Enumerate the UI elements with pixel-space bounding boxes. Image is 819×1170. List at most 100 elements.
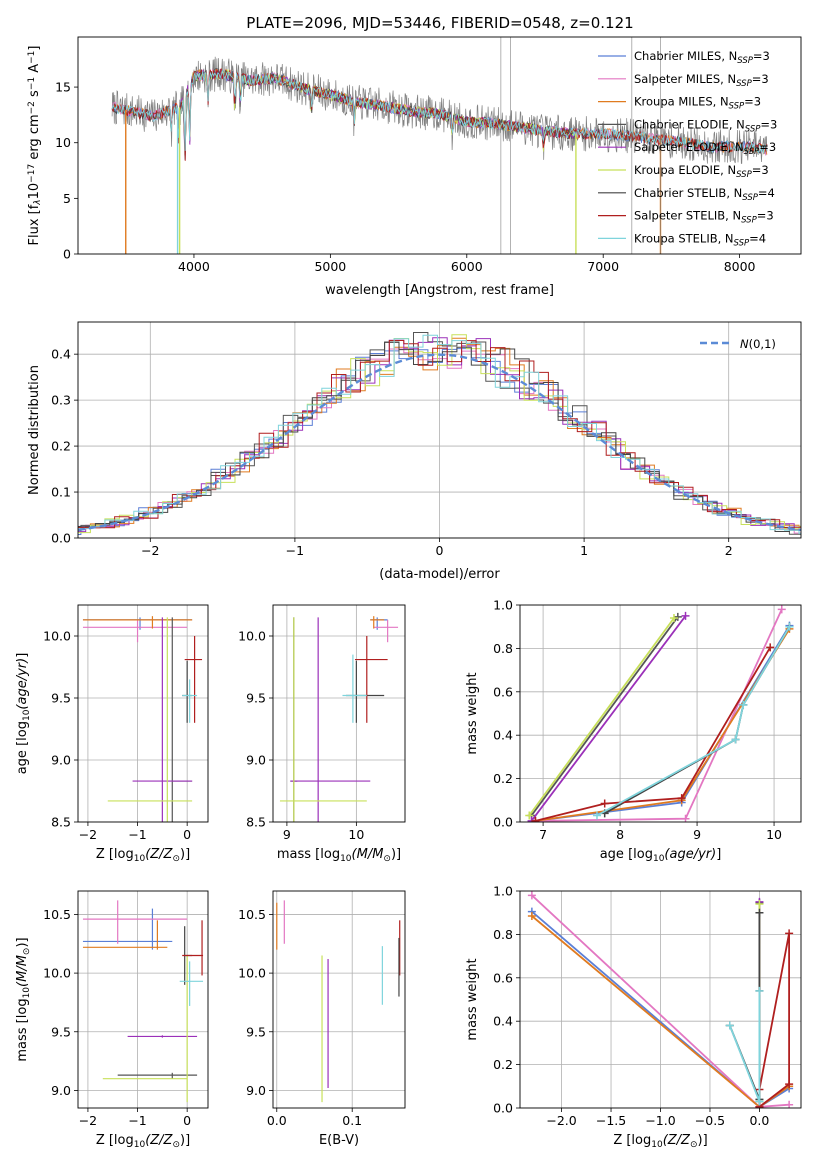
plot-area [78, 605, 208, 822]
y-tick-label: 0.6 [493, 970, 513, 985]
legend-label: Chabrier ELODIE, NSSP=3 [634, 117, 777, 134]
legend-label: N(0,1) [740, 337, 776, 351]
plot-marks [273, 891, 405, 1108]
x-tick-label: −1.0 [645, 1113, 675, 1128]
mass-weight-marker [673, 612, 682, 621]
x-axis-label: mass [log10(M/M⊙)] [277, 847, 401, 864]
plot-marks [273, 605, 405, 822]
model-spectrum-line [111, 70, 768, 154]
legend-label: Kroupa STELIB, NSSP=4 [634, 231, 766, 248]
y-tick-label: 0.4 [51, 347, 71, 362]
panel-mass-weight-vs-Z: −2.0 −1.5 −1.0 −0.5 0.0 0.0 0.2 0.4 0.6 0.8 1.0 mas… [465, 884, 802, 1150]
axes-frame [519, 890, 802, 1109]
axes-frame [519, 604, 802, 823]
y-tick-label: 0.1 [51, 485, 71, 500]
x-tick-label: 8 [616, 827, 624, 842]
panel-mass-vs-ebv: 0.0 0.1 9.0 9.5 10.0 10.5 E(B-V) [238, 890, 406, 1148]
y-tick-label: 9.0 [51, 753, 71, 768]
y-tick-label: 0.2 [51, 439, 71, 454]
y-tick-label: 10.0 [238, 629, 266, 644]
mass-weight-marker [731, 735, 740, 744]
y-tick-label: 0.8 [493, 927, 513, 942]
x-tick-label: −1 [128, 827, 146, 842]
x-axis-label: wavelength [Angstrom, rest frame] [325, 283, 554, 298]
y-axis-label: mass weight [465, 672, 480, 754]
x-tick-label: −1.5 [596, 1113, 626, 1128]
x-tick-label: 7000 [587, 259, 619, 274]
y-tick-label: 0.8 [493, 641, 513, 656]
mass-weight-line [530, 616, 679, 817]
x-tick-label: 0 [183, 1113, 191, 1128]
mass-weight-marker [755, 986, 764, 995]
mass-weight-marker [755, 908, 764, 917]
plot-marks [520, 605, 801, 822]
mass-weight-line [535, 646, 771, 822]
x-tick-label: −1 [128, 1113, 146, 1128]
panel-mass-weight-vs-age: 7 8 9 10 0.0 0.2 0.4 0.6 0.8 1.0 mass weight age [l… [465, 598, 802, 864]
y-tick-label: 10.0 [238, 966, 266, 981]
axes-frame [77, 890, 209, 1109]
mass-weight-marker [525, 811, 534, 820]
x-tick-label: 1 [580, 543, 588, 558]
y-tick-label: 1.0 [493, 884, 513, 899]
panel-age-vs-Z: −2 −1 0 8.5 9.0 9.5 10.0 Z [log10(Z/Z⊙)] age [lo… [15, 604, 209, 864]
legend-label: Salpeter MILES, NSSP=3 [634, 72, 769, 89]
x-tick-label: −2 [141, 543, 159, 558]
y-tick-label: 9.5 [246, 691, 266, 706]
y-tick-label: 8.5 [246, 815, 266, 830]
y-tick-label: 15 [55, 80, 71, 95]
plot-marks [520, 891, 801, 1108]
axes-frame [272, 890, 406, 1109]
y-tick-label: 0.0 [493, 1101, 513, 1116]
y-tick-label: 9.0 [246, 753, 266, 768]
x-tick-label: 8000 [724, 259, 756, 274]
mass-weight-line [596, 626, 791, 817]
y-tick-label: 10.0 [43, 629, 71, 644]
x-tick-label: −1 [286, 543, 304, 558]
mass-weight-marker [785, 929, 794, 938]
plot-marks [111, 37, 768, 254]
mass-weight-marker [681, 814, 690, 822]
x-tick-label: −2 [79, 827, 97, 842]
y-tick-label: 0.3 [51, 393, 71, 408]
x-axis-label: Z [log10(Z/Z⊙)] [613, 1133, 707, 1150]
y-axis-label: mass weight [465, 958, 480, 1040]
figure-title: PLATE=2096, MJD=53446, FIBERID=0548, z=0… [246, 14, 633, 32]
x-tick-label: 10 [766, 827, 782, 842]
x-tick-label: 2 [725, 543, 733, 558]
x-tick-label: 0 [436, 543, 444, 558]
legend-label: Chabrier STELIB, NSSP=4 [634, 186, 775, 203]
plot-marks [78, 891, 208, 1108]
mass-weight-marker [785, 622, 794, 631]
mass-weight-marker [785, 1080, 794, 1089]
legend-label: Kroupa MILES, NSSP=3 [634, 95, 761, 112]
observed-spectrum-line [111, 56, 768, 164]
y-axis-label: mass [log10(M/M⊙)] [15, 937, 32, 1061]
mass-weight-marker [527, 891, 536, 900]
legend-label: Salpeter STELIB, NSSP=3 [634, 209, 774, 226]
y-tick-label: 0.2 [493, 1057, 513, 1072]
mass-weight-marker [600, 799, 609, 808]
mass-weight-marker [755, 900, 764, 909]
x-tick-label: 9 [283, 827, 291, 842]
x-tick-label: −2 [79, 1113, 97, 1128]
mass-weight-marker [592, 811, 601, 820]
x-axis-label: Z [log10(Z/Z⊙)] [96, 1133, 190, 1150]
mass-weight-marker [677, 794, 686, 803]
x-tick-label: 6000 [451, 259, 483, 274]
normal-curve [78, 353, 801, 532]
y-tick-label: 0.4 [493, 1014, 513, 1029]
mass-weight-marker [777, 605, 786, 614]
y-tick-label: 8.5 [51, 815, 71, 830]
mass-weight-marker [785, 1100, 794, 1108]
y-tick-label: 9.0 [51, 1083, 71, 1098]
y-tick-label: 0.2 [493, 771, 513, 786]
plot-area [273, 891, 405, 1108]
x-tick-label: 0.0 [267, 1113, 287, 1128]
x-tick-label: 0.0 [749, 1113, 769, 1128]
y-tick-label: 9.5 [51, 691, 71, 706]
y-tick-label: 10.0 [43, 966, 71, 981]
plot-area [273, 605, 405, 822]
mass-weight-marker [527, 911, 536, 920]
